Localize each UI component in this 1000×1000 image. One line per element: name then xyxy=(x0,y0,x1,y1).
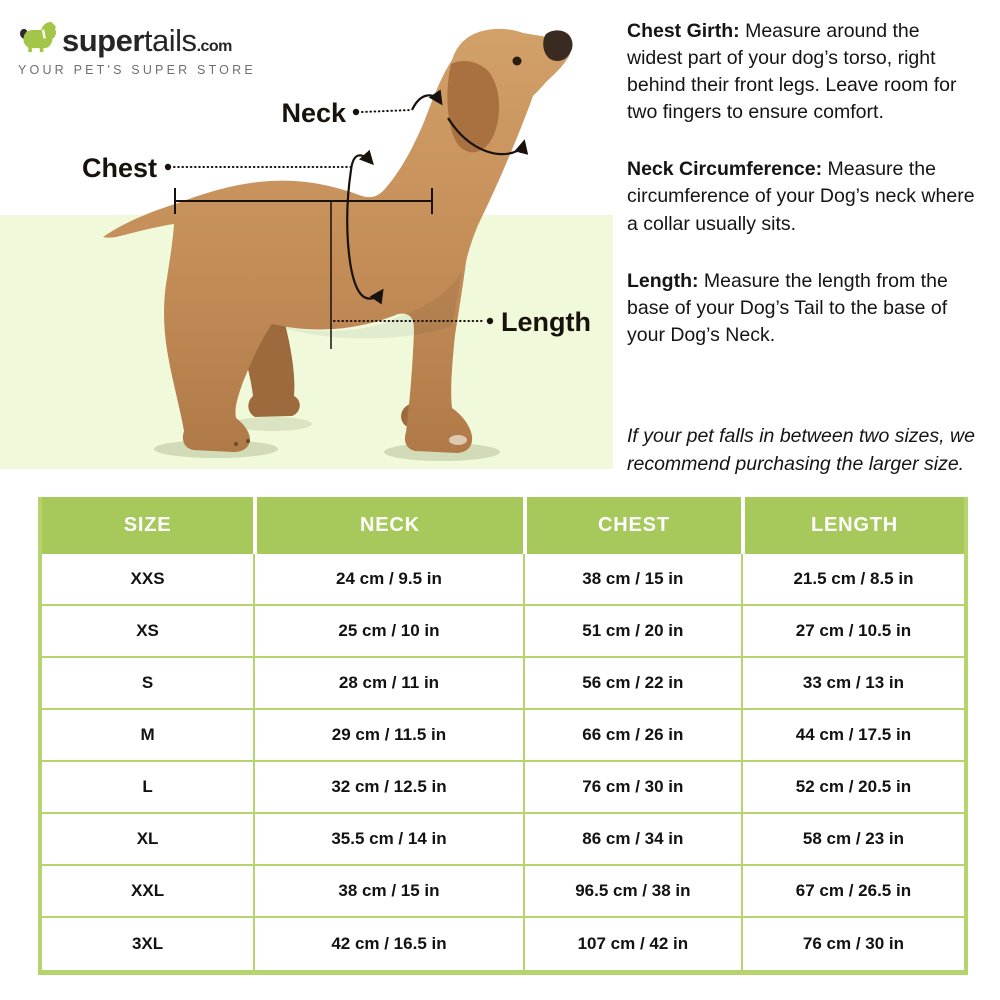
cell-chest: 76 cm / 30 in xyxy=(524,762,743,814)
dog-logo-icon xyxy=(20,21,57,53)
size-table-body: XXS 24 cm / 9.5 in 38 cm / 15 in 21.5 cm… xyxy=(42,554,964,970)
table-row: M 29 cm / 11.5 in 66 cm / 26 in 44 cm / … xyxy=(42,710,964,762)
cell-length: 58 cm / 23 in xyxy=(742,814,964,866)
header-neck: NECK xyxy=(255,497,525,554)
table-row: L 32 cm / 12.5 in 76 cm / 30 in 52 cm / … xyxy=(42,762,964,814)
chest-girth-paragraph: Chest Girth: Measure around the widest p… xyxy=(627,18,979,126)
neck-circumference-text: Measure the circumference of your Dog’s … xyxy=(627,158,975,235)
length-paragraph: Length: Measure the length from the base… xyxy=(627,268,979,349)
cell-chest: 56 cm / 22 in xyxy=(524,658,743,710)
cell-length: 52 cm / 20.5 in xyxy=(742,762,964,814)
table-row: S 28 cm / 11 in 56 cm / 22 in 33 cm / 13… xyxy=(42,658,964,710)
dog-eye xyxy=(512,56,522,66)
dog-measurement-diagram: Neck Chest Length xyxy=(82,28,591,461)
cell-chest: 38 cm / 15 in xyxy=(524,554,743,606)
header-chest: CHEST xyxy=(524,497,743,554)
cell-length: 27 cm / 10.5 in xyxy=(742,606,964,658)
neck-label: Neck xyxy=(281,98,347,128)
cell-size: S xyxy=(42,658,256,710)
table-row: 3XL 42 cm / 16.5 in 107 cm / 42 in 76 cm… xyxy=(42,918,964,970)
dog-toes xyxy=(234,435,467,446)
cell-chest: 86 cm / 34 in xyxy=(524,814,743,866)
cell-size: M xyxy=(42,710,256,762)
brand-wordmark: supertails.com xyxy=(62,25,232,56)
cell-neck: 42 cm / 16.5 in xyxy=(255,918,525,970)
table-row: XS 25 cm / 10 in 51 cm / 20 in 27 cm / 1… xyxy=(42,606,964,658)
cell-neck: 38 cm / 15 in xyxy=(255,866,525,918)
header-size: SIZE xyxy=(42,497,256,554)
cell-neck: 35.5 cm / 14 in xyxy=(255,814,525,866)
table-row: XXS 24 cm / 9.5 in 38 cm / 15 in 21.5 cm… xyxy=(42,554,964,606)
cell-length: 67 cm / 26.5 in xyxy=(742,866,964,918)
leader-dots xyxy=(164,108,494,325)
chest-girth-text: Measure around the widest part of your d… xyxy=(627,20,957,124)
cell-length: 21.5 cm / 8.5 in xyxy=(742,554,964,606)
table-row: XL 35.5 cm / 14 in 86 cm / 34 in 58 cm /… xyxy=(42,814,964,866)
dog-nose xyxy=(543,30,573,61)
size-table: SIZE NECK CHEST LENGTH XXS 24 cm / 9.5 i… xyxy=(38,497,968,975)
cell-neck: 29 cm / 11.5 in xyxy=(255,710,525,762)
cell-size: XXS xyxy=(42,554,256,606)
dog-ear xyxy=(447,60,500,153)
chest-label: Chest xyxy=(82,153,157,183)
cell-size: XL xyxy=(42,814,256,866)
neck-circumference-paragraph: Neck Circumference: Measure the circumfe… xyxy=(627,156,979,237)
table-row: XXL 38 cm / 15 in 96.5 cm / 38 in 67 cm … xyxy=(42,866,964,918)
cell-neck: 32 cm / 12.5 in xyxy=(255,762,525,814)
brand-tails: tails xyxy=(143,23,197,58)
length-text: Measure the length from the base of your… xyxy=(627,269,948,346)
girth-arrows xyxy=(346,89,529,305)
length-title: Length: xyxy=(627,269,699,292)
cell-neck: 24 cm / 9.5 in xyxy=(255,554,525,606)
measurement-lines xyxy=(174,188,433,349)
chest-girth-title: Chest Girth: xyxy=(627,20,740,42)
cell-chest: 107 cm / 42 in xyxy=(524,918,743,970)
size-table-header-row: SIZE NECK CHEST LENGTH xyxy=(42,497,964,554)
brand-tagline: YOUR PET'S SUPER STORE xyxy=(18,63,256,77)
cell-length: 76 cm / 30 in xyxy=(742,918,964,970)
header-length: LENGTH xyxy=(742,497,964,554)
cell-chest: 96.5 cm / 38 in xyxy=(524,866,743,918)
leader-lines xyxy=(173,109,485,322)
supertails-logo: supertails.com YOUR PET'S SUPER STORE xyxy=(18,20,278,90)
cell-neck: 25 cm / 10 in xyxy=(255,606,525,658)
cell-size: L xyxy=(42,762,256,814)
sizing-note: If your pet falls in between two sizes, … xyxy=(627,424,975,475)
cell-chest: 66 cm / 26 in xyxy=(524,710,743,762)
cell-size: XXL xyxy=(42,866,256,918)
cell-neck: 28 cm / 11 in xyxy=(255,658,525,710)
brand-tld: .com xyxy=(196,38,233,55)
cell-size: 3XL xyxy=(42,918,256,970)
measuring-instructions: Chest Girth: Measure around the widest p… xyxy=(627,18,979,478)
cell-length: 33 cm / 13 in xyxy=(742,658,964,710)
length-label: Length xyxy=(501,307,591,337)
cell-length: 44 cm / 17.5 in xyxy=(742,710,964,762)
neck-circumference-title: Neck Circumference: xyxy=(627,158,823,181)
cell-size: XS xyxy=(42,606,256,658)
cell-chest: 51 cm / 20 in xyxy=(524,606,743,658)
dog-body xyxy=(103,28,571,453)
brand-super: super xyxy=(62,23,144,58)
